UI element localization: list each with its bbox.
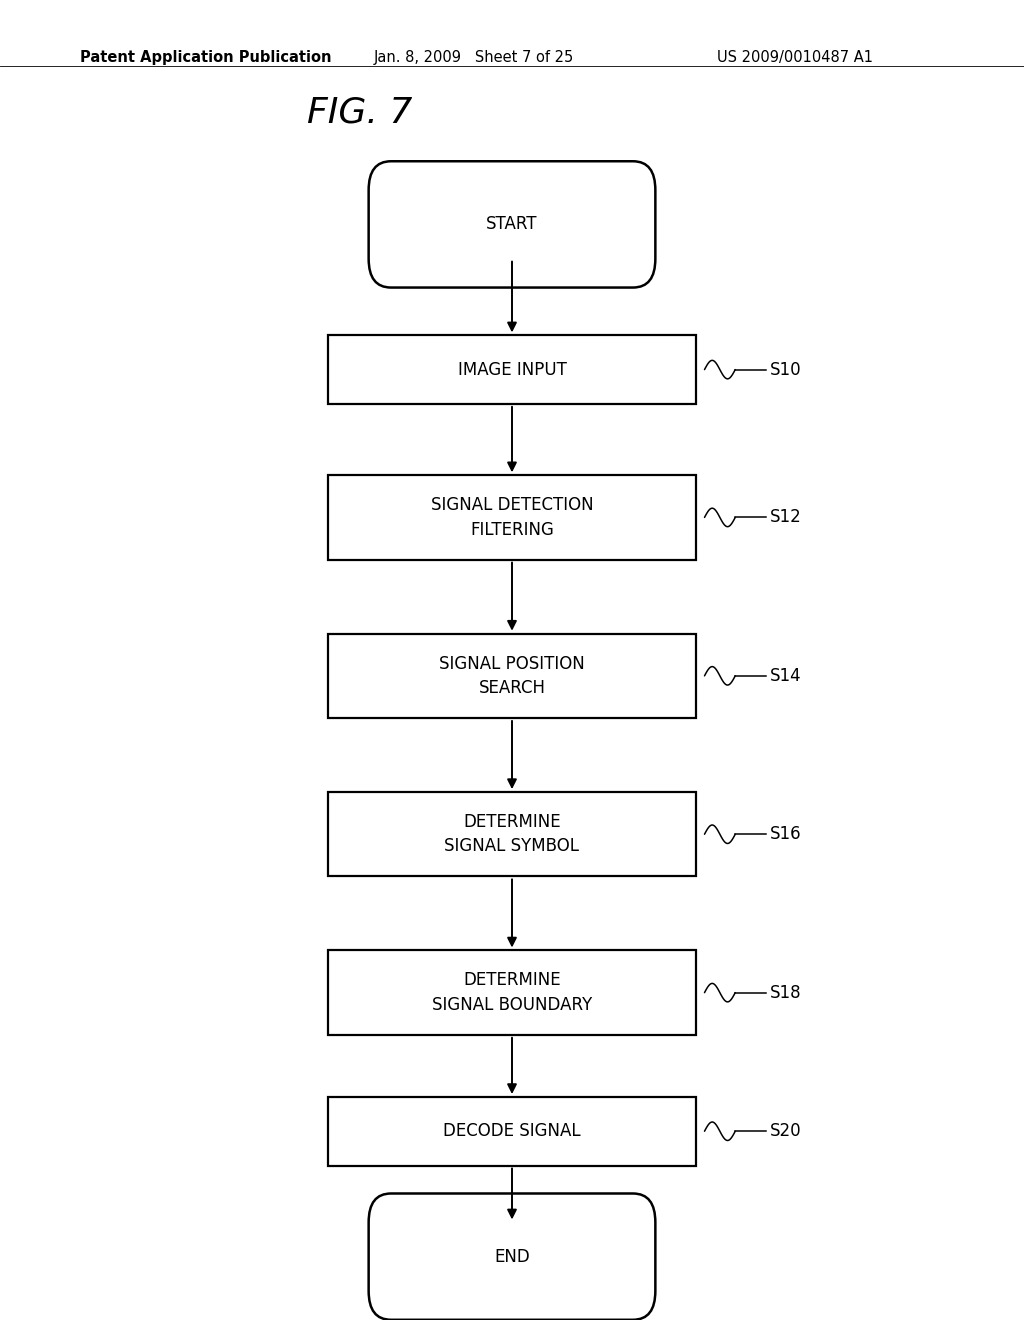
Text: Jan. 8, 2009   Sheet 7 of 25: Jan. 8, 2009 Sheet 7 of 25	[374, 50, 574, 65]
Text: DECODE SIGNAL: DECODE SIGNAL	[443, 1122, 581, 1140]
Text: IMAGE INPUT: IMAGE INPUT	[458, 360, 566, 379]
Text: FIG. 7: FIG. 7	[307, 95, 413, 129]
Text: DETERMINE
SIGNAL BOUNDARY: DETERMINE SIGNAL BOUNDARY	[432, 972, 592, 1014]
Text: S14: S14	[770, 667, 802, 685]
FancyBboxPatch shape	[369, 1193, 655, 1320]
Text: SIGNAL POSITION
SEARCH: SIGNAL POSITION SEARCH	[439, 655, 585, 697]
Text: END: END	[495, 1247, 529, 1266]
Text: SIGNAL DETECTION
FILTERING: SIGNAL DETECTION FILTERING	[431, 496, 593, 539]
Text: Patent Application Publication: Patent Application Publication	[80, 50, 332, 65]
Text: START: START	[486, 215, 538, 234]
Text: S12: S12	[770, 508, 802, 527]
Bar	[328, 634, 696, 718]
Bar	[328, 792, 696, 876]
Text: S10: S10	[770, 360, 802, 379]
Text: S16: S16	[770, 825, 802, 843]
Bar	[328, 950, 696, 1035]
Bar	[328, 1097, 696, 1166]
Bar	[328, 475, 696, 560]
Text: US 2009/0010487 A1: US 2009/0010487 A1	[717, 50, 872, 65]
FancyBboxPatch shape	[369, 161, 655, 288]
Text: DETERMINE
SIGNAL SYMBOL: DETERMINE SIGNAL SYMBOL	[444, 813, 580, 855]
Bar	[328, 335, 696, 404]
Text: S20: S20	[770, 1122, 802, 1140]
Text: S18: S18	[770, 983, 802, 1002]
